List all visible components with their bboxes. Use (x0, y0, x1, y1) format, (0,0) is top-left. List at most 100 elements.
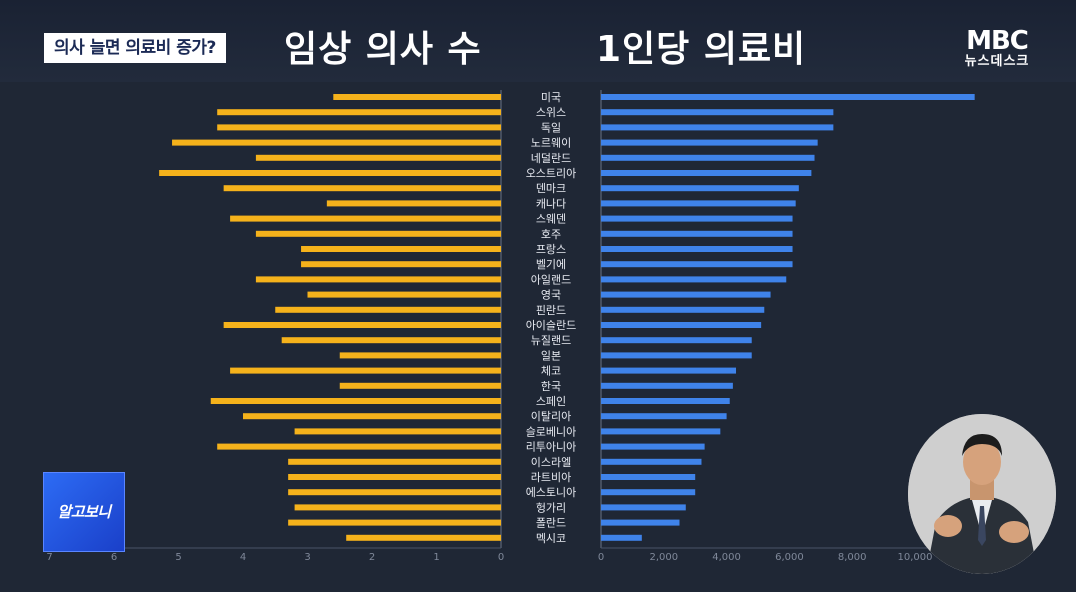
country-label: 한국 (541, 380, 561, 393)
spending-bar (601, 413, 727, 420)
spending-bar (601, 504, 686, 511)
country-label: 영국 (541, 289, 561, 302)
spending-chart-title: 1인당 의료비 (596, 29, 807, 70)
country-label: 뉴질랜드 (531, 334, 571, 347)
spending-bar (601, 352, 752, 359)
sign-language-interpreter (908, 414, 1056, 574)
country-label: 리투아니아 (526, 441, 577, 454)
spending-bar (601, 322, 762, 328)
spending-tick-label: 6,000 (775, 552, 804, 563)
country-label: 에스토니아 (526, 486, 577, 499)
country-label: 라트비아 (531, 471, 571, 484)
country-label: 슬로베니아 (526, 425, 577, 438)
spending-bar (601, 230, 793, 237)
segment-badge: 알고보니 (43, 472, 125, 552)
spending-tick-label: 0 (598, 552, 604, 563)
doctors-bar (217, 124, 501, 131)
doctors-bar (346, 534, 501, 541)
interpreter-face (963, 439, 1001, 485)
doctors-bar (275, 306, 501, 313)
country-label: 이스라엘 (531, 456, 571, 469)
doctors-tick-label: 2 (369, 552, 375, 563)
doctors-bar (172, 139, 502, 146)
spending-bar (601, 367, 737, 374)
spending-bar (601, 306, 765, 313)
spending-bar (601, 185, 799, 192)
doctors-tick-label: 3 (304, 552, 310, 563)
spending-bar (601, 443, 705, 450)
doctors-bar (294, 428, 501, 435)
doctors-bar (339, 382, 501, 389)
spending-bar (601, 382, 733, 389)
country-label: 프랑스 (536, 243, 566, 256)
mbc-newsdesk-logo: MBC 뉴스데스크 (952, 28, 1042, 69)
country-label: 헝가리 (536, 501, 566, 514)
spending-bar (601, 519, 680, 526)
doctors-bar (288, 519, 501, 526)
spending-bar (601, 154, 815, 161)
country-label: 아일랜드 (531, 272, 571, 286)
country-label: 네덜란드 (531, 152, 571, 165)
spending-tick-label: 8,000 (838, 552, 867, 563)
country-label: 폴란드 (536, 517, 566, 530)
spending-bar (601, 534, 642, 541)
doctors-bar (333, 94, 501, 100)
doctors-bar (255, 230, 501, 237)
country-label: 오스트리아 (526, 167, 577, 180)
doctors-bar (230, 215, 501, 222)
spending-bar (601, 398, 730, 404)
country-label: 아이슬란드 (526, 319, 577, 332)
doctors-tick-label: 7 (46, 552, 52, 563)
country-label: 체코 (541, 365, 561, 378)
country-label: 멕시코 (536, 532, 566, 545)
doctors-bar (294, 504, 501, 511)
doctors-bar (217, 109, 501, 116)
spending-bar (601, 489, 696, 496)
spending-bar (601, 458, 702, 465)
spending-bar (601, 428, 721, 435)
country-label: 호주 (541, 228, 561, 241)
country-label: 스위스 (536, 106, 566, 119)
newsdesk-logo-label: 뉴스데스크 (964, 54, 1030, 69)
spending-bar (601, 109, 834, 116)
doctors-bar (307, 291, 501, 298)
doctors-bar (243, 413, 501, 420)
country-label: 일본 (541, 348, 561, 362)
doctors-bar (288, 489, 501, 496)
country-label: 이탈리아 (531, 410, 571, 423)
doctors-tick-label: 4 (240, 552, 246, 563)
country-label: 벨기에 (536, 258, 566, 271)
country-label: 스웨덴 (536, 213, 566, 226)
country-label: 독일 (541, 120, 561, 134)
mbc-logo-word: MBC (966, 26, 1029, 56)
doctors-tick-label: 0 (498, 552, 504, 563)
spending-tick-label: 4,000 (712, 552, 741, 563)
spending-bar (601, 200, 796, 207)
topic-caption: 의사 늘면 의료비 증가? (44, 33, 226, 63)
country-label: 캐나다 (536, 197, 566, 210)
spending-bar (601, 139, 818, 146)
doctors-bar (339, 352, 501, 359)
doctors-bar (223, 185, 501, 192)
spending-bar (601, 291, 771, 298)
doctors-bar (210, 398, 501, 404)
spending-bar (601, 474, 696, 480)
doctors-bar (281, 337, 501, 344)
doctors-bar (326, 200, 501, 207)
spending-bar (601, 124, 834, 131)
spending-tick-label: 2,000 (649, 552, 678, 563)
country-label: 노르웨이 (531, 137, 571, 150)
spending-bar (601, 337, 752, 344)
doctors-bar (301, 246, 501, 252)
doctors-bar (255, 154, 501, 161)
country-label: 덴마크 (536, 182, 566, 195)
interpreter-left-hand (934, 515, 962, 537)
country-label: 미국 (541, 91, 561, 104)
interpreter-right-hand (999, 521, 1029, 543)
spending-bar (601, 215, 793, 222)
country-label: 핀란드 (536, 304, 566, 317)
doctors-bar (159, 170, 501, 176)
doctors-tick-label: 6 (111, 552, 117, 563)
